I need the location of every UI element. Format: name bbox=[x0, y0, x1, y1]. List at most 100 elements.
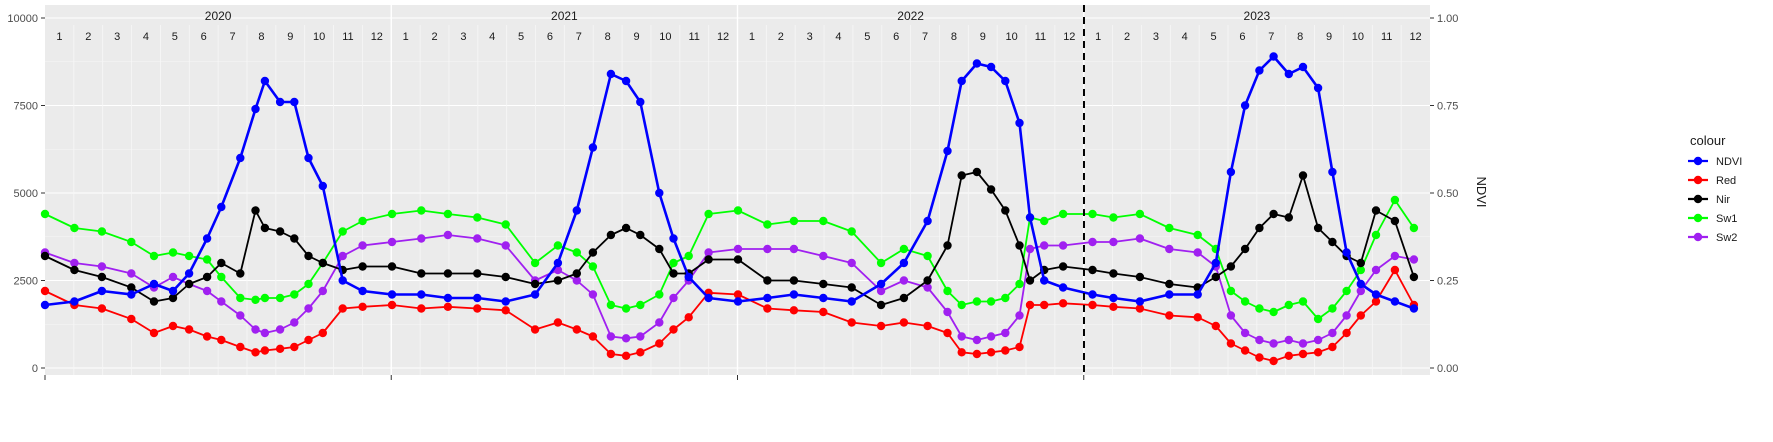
data-point bbox=[1025, 276, 1035, 285]
data-point bbox=[290, 342, 299, 352]
month-label: 8 bbox=[605, 31, 611, 43]
month-label: 11 bbox=[1381, 31, 1392, 43]
month-label: 1 bbox=[1095, 31, 1101, 43]
data-point bbox=[275, 344, 285, 353]
data-point bbox=[789, 306, 799, 315]
data-point bbox=[1211, 321, 1221, 331]
month-label: 12 bbox=[717, 31, 729, 43]
data-point bbox=[899, 276, 909, 285]
data-point bbox=[202, 234, 212, 243]
data-point bbox=[733, 255, 743, 264]
data-point bbox=[275, 325, 285, 334]
data-point bbox=[819, 307, 828, 317]
data-point bbox=[184, 279, 194, 289]
data-point bbox=[501, 306, 510, 315]
data-point bbox=[606, 69, 616, 79]
data-point bbox=[1240, 297, 1250, 306]
data-point bbox=[1328, 167, 1337, 177]
year-label: 2023 bbox=[1244, 9, 1271, 23]
data-point bbox=[606, 300, 616, 310]
data-point bbox=[1313, 335, 1323, 345]
data-point bbox=[923, 251, 932, 261]
data-point bbox=[1409, 272, 1419, 282]
data-point bbox=[1193, 290, 1202, 299]
data-point bbox=[684, 313, 693, 322]
data-point bbox=[1211, 272, 1221, 282]
data-point bbox=[763, 304, 772, 313]
data-point bbox=[304, 335, 313, 345]
data-point bbox=[1342, 286, 1351, 296]
data-point bbox=[847, 297, 856, 306]
legend-label: Nir bbox=[1716, 194, 1730, 206]
data-point bbox=[260, 76, 270, 86]
data-point bbox=[40, 300, 50, 310]
data-point bbox=[168, 293, 178, 303]
data-point bbox=[1088, 237, 1097, 247]
month-label: 7 bbox=[576, 31, 582, 43]
data-point bbox=[972, 335, 982, 345]
data-point bbox=[1284, 69, 1294, 79]
data-point bbox=[202, 255, 212, 264]
data-point bbox=[1165, 244, 1174, 254]
legend-key-point bbox=[1693, 213, 1703, 223]
data-point bbox=[501, 220, 510, 229]
month-label: 10 bbox=[1352, 31, 1364, 43]
data-point bbox=[1284, 351, 1294, 360]
series-nir bbox=[40, 167, 1419, 310]
data-point bbox=[957, 300, 966, 310]
month-label: 1 bbox=[749, 31, 755, 43]
data-point bbox=[358, 216, 367, 226]
data-point bbox=[70, 265, 79, 275]
data-point bbox=[1193, 248, 1202, 257]
data-point bbox=[1409, 304, 1419, 313]
data-point bbox=[1025, 300, 1035, 310]
data-point bbox=[943, 307, 952, 317]
data-point bbox=[318, 181, 327, 191]
data-point bbox=[417, 290, 426, 299]
legend-label: Red bbox=[1716, 175, 1736, 187]
data-point bbox=[669, 258, 678, 268]
data-point bbox=[1356, 265, 1366, 275]
data-point bbox=[1255, 353, 1264, 362]
data-point bbox=[1109, 302, 1118, 311]
year-label: 2020 bbox=[205, 9, 232, 23]
data-point bbox=[789, 244, 799, 254]
month-label: 11 bbox=[1035, 31, 1046, 43]
data-point bbox=[1255, 335, 1264, 345]
data-point bbox=[1015, 241, 1024, 250]
data-point bbox=[899, 318, 909, 327]
data-point bbox=[168, 321, 178, 331]
data-point bbox=[986, 348, 996, 357]
month-label: 12 bbox=[1063, 31, 1075, 43]
data-point bbox=[1298, 171, 1308, 180]
data-point bbox=[876, 300, 886, 310]
data-point bbox=[1342, 328, 1351, 338]
series-red bbox=[40, 265, 1419, 366]
data-point bbox=[236, 153, 245, 163]
data-point bbox=[1356, 279, 1366, 289]
data-point bbox=[684, 272, 693, 282]
data-point bbox=[1040, 276, 1049, 285]
data-point bbox=[572, 206, 581, 215]
data-point bbox=[387, 300, 397, 310]
data-point bbox=[704, 293, 713, 303]
data-point bbox=[1328, 237, 1337, 247]
legend-label: NDVI bbox=[1716, 156, 1742, 168]
data-point bbox=[606, 230, 616, 240]
data-point bbox=[1135, 297, 1145, 306]
data-point bbox=[876, 258, 886, 268]
data-point bbox=[621, 76, 631, 86]
month-label: 5 bbox=[1211, 31, 1217, 43]
series-line-red bbox=[44, 269, 1415, 362]
data-point bbox=[530, 325, 540, 334]
data-point bbox=[443, 269, 453, 278]
data-point bbox=[1165, 279, 1174, 289]
data-point bbox=[149, 279, 159, 289]
data-point bbox=[275, 97, 285, 107]
data-point bbox=[636, 332, 645, 341]
data-point bbox=[669, 234, 678, 243]
data-point bbox=[588, 332, 598, 341]
month-label: 7 bbox=[922, 31, 928, 43]
month-label: 7 bbox=[229, 31, 235, 43]
